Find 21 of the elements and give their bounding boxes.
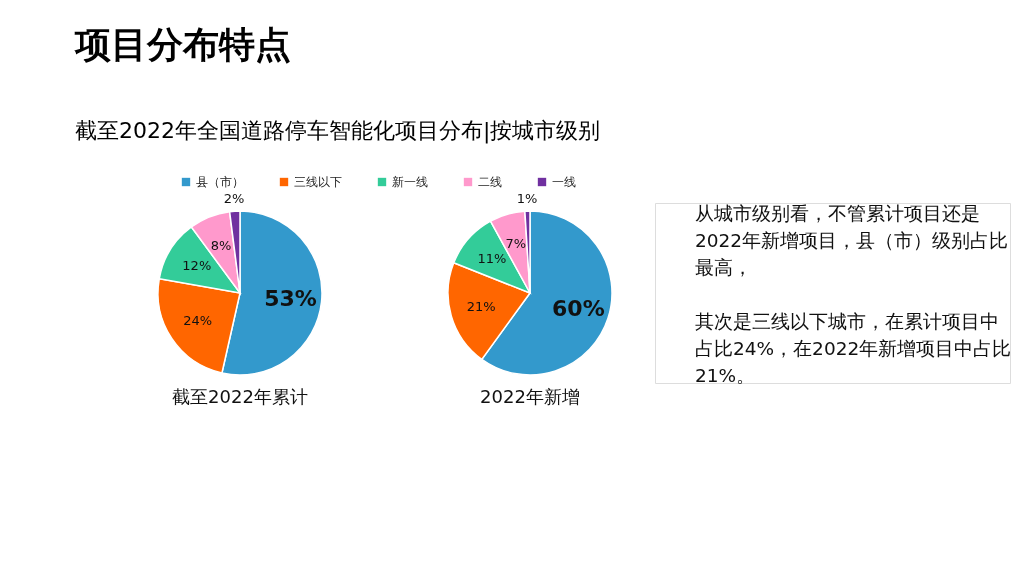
legend-label: 二线 <box>478 175 502 189</box>
legend-label: 新一线 <box>392 175 428 189</box>
data-label: 53% <box>264 285 317 311</box>
chart-subtitle: 截至2022年全国道路停车智能化项目分布|按城市级别 <box>75 118 601 144</box>
data-label: 60% <box>552 295 605 321</box>
data-label: 1% <box>516 191 538 207</box>
chart-title: 项目分布特点 <box>74 24 291 65</box>
data-label: 12% <box>182 258 212 274</box>
legend-label: 三线以下 <box>294 175 342 189</box>
data-label: 2% <box>223 191 245 207</box>
slice-label: 2022年新增 <box>480 386 580 407</box>
data-label: 11% <box>477 251 507 267</box>
data-label: 24% <box>183 313 213 329</box>
legend-label: 县（市） <box>196 175 244 189</box>
text: 从城市级别看，不管累计项目还是2022年新增项目，县（市）级别占比最高， <box>695 203 1009 278</box>
data-label: 7% <box>505 236 527 252</box>
legend-label: 一线 <box>552 175 576 189</box>
data-label: 21% <box>466 299 496 315</box>
text: 其次是三线以下城市，在累计项目中占比24%，在2022年新增项目中占比21%。 <box>695 311 1012 386</box>
slice-label: 截至2022年累计 <box>172 386 308 407</box>
data-label: 8% <box>210 237 232 253</box>
